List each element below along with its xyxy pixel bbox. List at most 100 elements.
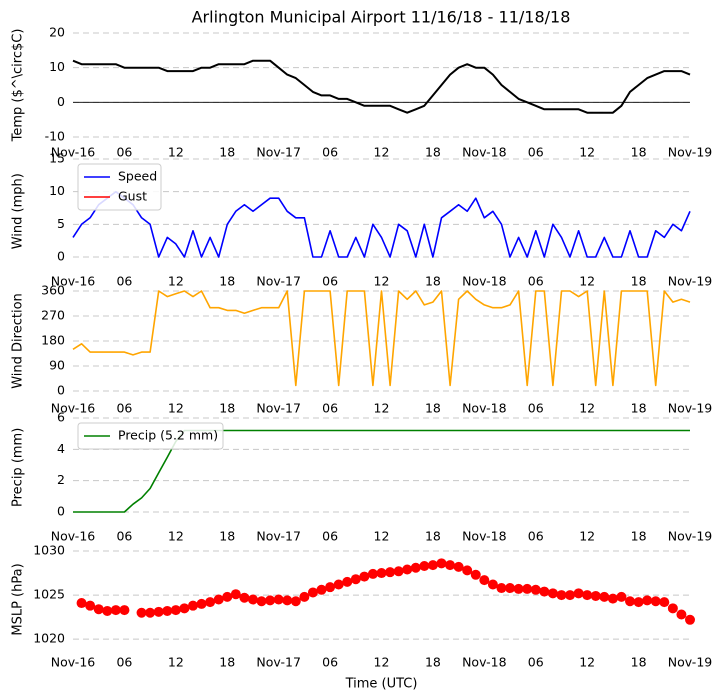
y-tick-label: 1030 [33,543,65,558]
x-tick-label: 06 [116,655,132,670]
data-line [72,59,691,114]
data-point [110,605,121,616]
data-point [247,594,258,605]
y-tick-label: 0 [57,248,65,263]
data-point [205,597,216,608]
data-point [376,568,387,579]
x-tick-label: 18 [631,655,647,670]
legend-label: Precip (5.2 mm) [118,428,218,443]
data-point [299,591,310,602]
data-point [290,596,301,607]
x-tick-label: 12 [579,529,595,544]
y-tick-label: 0 [57,94,65,109]
x-tick-label: 18 [425,145,441,160]
data-point [196,598,207,609]
data-point [650,596,661,607]
y-tick-label: 20 [49,25,65,40]
x-tick-label: Nov-19 [668,145,713,160]
data-point [479,575,490,586]
legend-label: Speed [118,169,157,184]
data-point [145,607,156,618]
y-axis-label: Wind (mph) [11,173,26,249]
y-tick-label: 90 [49,358,65,373]
x-tick-label: 12 [579,401,595,416]
x-tick-label: 12 [168,529,184,544]
x-tick-label: 12 [374,655,390,670]
y-tick-label: 15 [49,151,65,166]
x-tick-label: 18 [425,529,441,544]
data-point [462,565,473,576]
data-point [316,584,327,595]
x-tick-label: Nov-19 [668,274,713,289]
x-tick-label: 12 [168,274,184,289]
x-tick-label: 12 [579,274,595,289]
data-point [625,596,636,607]
data-point [367,568,378,579]
x-tick-label: Nov-17 [256,274,300,289]
legend-label: Gust [118,189,147,204]
data-point [222,591,233,602]
y-tick-label: 10 [49,183,65,198]
x-tick-label: Nov-19 [668,655,713,670]
data-point [436,558,447,569]
x-tick-label: 06 [322,529,338,544]
x-tick-label: Nov-19 [668,529,713,544]
y-tick-label: 2 [57,472,65,487]
data-point [307,587,318,598]
data-point [265,595,276,606]
x-tick-label: 12 [374,401,390,416]
data-line [72,290,691,387]
x-tick-label: 06 [528,529,544,544]
chart-title: Arlington Municipal Airport 11/16/18 - 1… [192,8,571,27]
x-tick-label: 18 [219,401,235,416]
data-point [685,614,695,625]
x-tick-label: 12 [579,655,595,670]
data-point [633,597,644,608]
x-tick-label: Nov-17 [256,145,300,160]
data-point [667,603,678,614]
data-point [342,576,353,587]
y-axis-label: Precip (mm) [11,428,26,507]
y-axis-label: Temp ($^\circ$C) [11,29,26,143]
x-tick-label: 06 [116,401,132,416]
y-tick-label: -10 [45,129,65,144]
x-tick-label: 18 [219,274,235,289]
data-point [547,588,558,599]
x-tick-label: 18 [631,529,647,544]
data-point [513,583,524,594]
data-point [187,600,198,611]
x-tick-label: Nov-19 [668,401,713,416]
x-tick-label: 12 [168,145,184,160]
data-point [470,569,481,580]
data-point [85,600,96,611]
x-tick-label: Nov-18 [462,401,507,416]
x-tick-label: Nov-18 [462,529,507,544]
y-tick-label: 360 [41,283,65,298]
data-point [505,583,516,594]
x-tick-label: Nov-18 [462,145,507,160]
data-point [410,562,421,573]
x-tick-label: 06 [322,655,338,670]
x-tick-label: 18 [631,145,647,160]
y-tick-label: 270 [41,308,65,323]
data-point [93,604,104,615]
x-tick-label: 12 [579,145,595,160]
data-point [565,590,576,601]
data-line [72,190,691,258]
x-tick-label: 12 [374,145,390,160]
data-point [590,590,601,601]
data-point [350,574,361,585]
y-tick-label: 10 [49,59,65,74]
x-tick-label: 12 [168,401,184,416]
legend-box [77,163,162,211]
x-tick-label: Nov-16 [51,655,96,670]
x-tick-label: 06 [116,274,132,289]
data-point [402,564,413,575]
x-tick-label: 18 [219,145,235,160]
data-point [393,566,404,577]
data-point [213,594,224,605]
x-tick-label: 12 [168,655,184,670]
data-point [325,582,336,593]
y-tick-label: 6 [57,410,65,425]
data-point [487,579,498,590]
